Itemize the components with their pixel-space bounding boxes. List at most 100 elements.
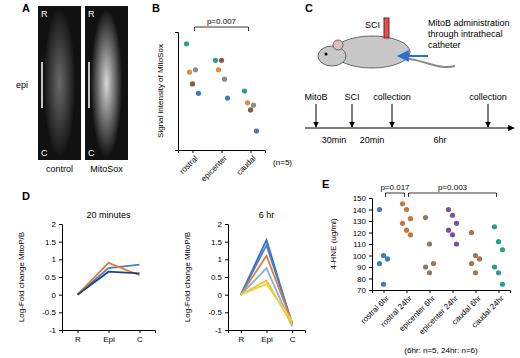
y-tick-label: 90 bbox=[357, 263, 366, 272]
y-axis-title: Log-Fold change MitoP/B bbox=[183, 232, 192, 322]
caption: control bbox=[46, 164, 73, 174]
x-tick-mark bbox=[193, 150, 194, 153]
panel-a: AepiRCcontrolRCMitoSox bbox=[16, 2, 128, 174]
x-tick: caudal 24hr bbox=[470, 290, 506, 330]
data-point bbox=[216, 67, 221, 72]
data-point bbox=[254, 129, 259, 134]
y-tick-label: 1 bbox=[218, 255, 223, 264]
plot-area bbox=[377, 201, 505, 287]
x-axis: rostralepicenter caudal bbox=[178, 150, 266, 183]
y-tick-label: 140 bbox=[353, 206, 367, 215]
data-point bbox=[400, 221, 405, 226]
x-tick-label: rostral bbox=[178, 154, 200, 176]
mouse-eye bbox=[325, 53, 328, 56]
data-point bbox=[196, 91, 201, 96]
y-tick: 0.5 bbox=[45, 273, 62, 282]
y-tick-label: -1 bbox=[49, 326, 57, 335]
x-tick-label: epicenter bbox=[199, 154, 229, 184]
spinal-cord bbox=[91, 10, 122, 156]
image-background bbox=[38, 6, 81, 160]
y-tick-mark bbox=[369, 256, 372, 257]
sample-note: (6hr: n=5, 24hr: n=6) bbox=[404, 346, 478, 355]
x-axis-line bbox=[373, 291, 511, 294]
y-tick-label: 0 bbox=[218, 291, 223, 300]
y-tick-mark bbox=[59, 312, 62, 313]
data-point bbox=[245, 100, 250, 105]
data-point bbox=[248, 107, 253, 112]
x-tick-mark bbox=[407, 290, 408, 293]
y-tick: 2 bbox=[52, 220, 62, 229]
data-point bbox=[423, 264, 428, 269]
x-tick-mark bbox=[241, 330, 242, 333]
mouse-head bbox=[318, 46, 346, 66]
y-tick: -0.5 bbox=[208, 308, 228, 317]
y-tick-label: 80 bbox=[357, 275, 366, 284]
y-tick-mark bbox=[369, 210, 372, 211]
y-tick-label: 150 bbox=[353, 194, 367, 203]
y-axis: -1-0.500.511.52 bbox=[208, 220, 228, 335]
x-tick-mark bbox=[251, 150, 252, 153]
series-line bbox=[241, 284, 292, 321]
x-tick-mark bbox=[267, 330, 268, 333]
data-point bbox=[381, 282, 386, 287]
data-point bbox=[446, 207, 451, 212]
y-tick-mark bbox=[225, 312, 228, 313]
series-line bbox=[78, 263, 140, 295]
data-point bbox=[242, 88, 247, 93]
x-tick: R bbox=[75, 330, 81, 344]
x-tick-label: epicenter 24hr bbox=[417, 294, 460, 337]
y-tick-mark bbox=[225, 224, 228, 225]
data-point bbox=[408, 232, 413, 237]
y-tick: 110 bbox=[353, 240, 372, 249]
interval-label: 6hr bbox=[433, 135, 446, 145]
significance-bracket bbox=[386, 193, 405, 197]
data-point bbox=[190, 81, 195, 86]
y-tick-mark bbox=[369, 279, 372, 280]
x-tick-label: Epi bbox=[103, 335, 115, 344]
y-axis-line bbox=[225, 225, 229, 331]
y-tick-label: 120 bbox=[353, 229, 367, 238]
x-tick-mark bbox=[430, 290, 431, 293]
x-axis: R Epi C bbox=[63, 330, 156, 344]
data-point bbox=[500, 247, 505, 252]
y-tick: 80 bbox=[357, 275, 372, 284]
injury-label: SCI bbox=[365, 20, 380, 30]
data-point bbox=[193, 67, 198, 72]
plot-area bbox=[78, 263, 140, 295]
event-arrow bbox=[316, 104, 317, 127]
x-axis: REpiC bbox=[229, 330, 306, 344]
injury-device bbox=[384, 18, 389, 38]
data-point bbox=[477, 256, 482, 261]
mouse-ear bbox=[333, 40, 343, 50]
x-tick: C bbox=[137, 330, 143, 344]
data-point bbox=[492, 224, 497, 229]
orientation-label: C bbox=[88, 148, 95, 158]
x-axis-line bbox=[229, 331, 306, 334]
chart-title: 20 minutes bbox=[86, 210, 131, 220]
y-tick: 1 bbox=[218, 255, 228, 264]
y-tick: 70 bbox=[357, 286, 372, 295]
x-tick: caudal bbox=[235, 150, 258, 177]
data-point bbox=[454, 241, 459, 246]
x-axis-line bbox=[179, 151, 266, 154]
x-tick-label: C bbox=[290, 335, 296, 344]
chart: BSignal intensity of MitoSoxrostralepice… bbox=[152, 2, 292, 183]
x-tick-label: R bbox=[238, 335, 244, 344]
data-point bbox=[404, 207, 409, 212]
y-axis bbox=[175, 33, 179, 151]
plot-area bbox=[184, 41, 259, 134]
x-tick-mark bbox=[384, 290, 385, 293]
y-tick-label: 1 bbox=[52, 255, 57, 264]
y-tick-label: 130 bbox=[353, 217, 367, 226]
y-tick-label: 0.5 bbox=[211, 273, 223, 282]
y-axis: -1-0.500.511.52 bbox=[42, 220, 62, 335]
description: through intrathecal bbox=[428, 29, 503, 39]
data-point bbox=[496, 270, 501, 275]
mouse-tail bbox=[405, 58, 455, 67]
x-tick: epicenter bbox=[199, 150, 229, 183]
data-point bbox=[492, 264, 497, 269]
series-line bbox=[78, 272, 140, 295]
y-axis: 708090100110120130140150 bbox=[353, 194, 373, 295]
y-tick: 1.5 bbox=[45, 238, 62, 247]
y-axis-line bbox=[369, 199, 373, 291]
